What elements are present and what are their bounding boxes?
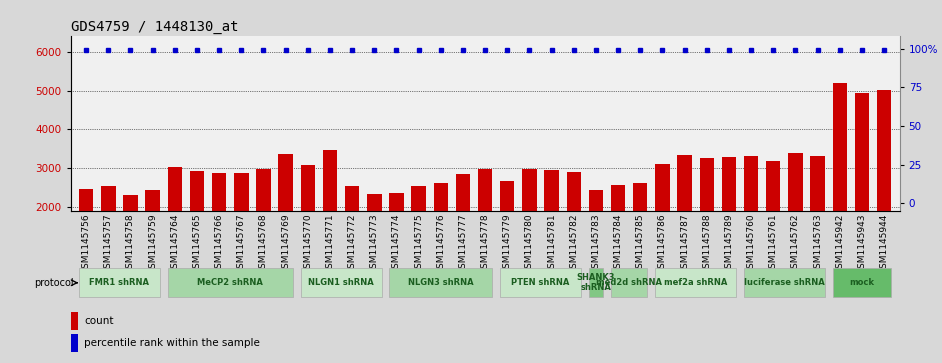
- Bar: [854, 93, 869, 284]
- Bar: [656, 269, 736, 297]
- Text: mef2a shRNA: mef2a shRNA: [664, 278, 727, 287]
- Bar: [145, 191, 160, 284]
- Bar: [744, 269, 825, 297]
- Text: med2d shRNA: med2d shRNA: [596, 278, 662, 287]
- Bar: [766, 161, 781, 284]
- Bar: [456, 174, 470, 284]
- Bar: [611, 269, 647, 297]
- Bar: [677, 155, 691, 284]
- Bar: [633, 183, 647, 284]
- Bar: [389, 269, 493, 297]
- Bar: [279, 154, 293, 284]
- Bar: [389, 193, 404, 284]
- Bar: [189, 171, 204, 284]
- Bar: [700, 158, 714, 284]
- Bar: [101, 186, 116, 284]
- Bar: [345, 186, 359, 284]
- Bar: [522, 170, 537, 284]
- Bar: [323, 150, 337, 284]
- Text: SHANK3
shRNA: SHANK3 shRNA: [577, 273, 615, 292]
- Bar: [168, 269, 293, 297]
- Text: MeCP2 shRNA: MeCP2 shRNA: [197, 278, 263, 287]
- Bar: [566, 172, 581, 284]
- Bar: [611, 185, 625, 284]
- Bar: [656, 164, 670, 284]
- Bar: [877, 90, 891, 284]
- Bar: [300, 269, 382, 297]
- Bar: [589, 269, 603, 297]
- Text: mock: mock: [850, 278, 874, 287]
- Bar: [367, 194, 382, 284]
- Bar: [412, 186, 426, 284]
- Bar: [788, 153, 803, 284]
- Bar: [833, 83, 847, 284]
- Text: NLGN3 shRNA: NLGN3 shRNA: [408, 278, 474, 287]
- Bar: [500, 181, 514, 284]
- Text: count: count: [84, 316, 114, 326]
- Bar: [123, 195, 138, 284]
- Text: FMR1 shRNA: FMR1 shRNA: [89, 278, 150, 287]
- Bar: [478, 170, 493, 284]
- Bar: [833, 269, 891, 297]
- Bar: [79, 189, 93, 284]
- Bar: [433, 183, 448, 284]
- Bar: [212, 174, 226, 284]
- Bar: [235, 173, 249, 284]
- Text: NLGN1 shRNA: NLGN1 shRNA: [308, 278, 374, 287]
- Bar: [79, 269, 160, 297]
- Bar: [71, 312, 78, 330]
- Bar: [500, 269, 581, 297]
- Bar: [168, 167, 182, 284]
- Bar: [544, 170, 559, 284]
- Bar: [300, 165, 315, 284]
- Bar: [810, 156, 825, 284]
- Bar: [722, 158, 736, 284]
- Text: PTEN shRNA: PTEN shRNA: [512, 278, 570, 287]
- Bar: [589, 189, 603, 284]
- Text: percentile rank within the sample: percentile rank within the sample: [84, 338, 260, 348]
- Text: luciferase shRNA: luciferase shRNA: [744, 278, 825, 287]
- Bar: [71, 334, 78, 352]
- Bar: [744, 156, 758, 284]
- Text: GDS4759 / 1448130_at: GDS4759 / 1448130_at: [71, 20, 238, 34]
- Text: protocol: protocol: [34, 278, 74, 288]
- Bar: [256, 169, 270, 284]
